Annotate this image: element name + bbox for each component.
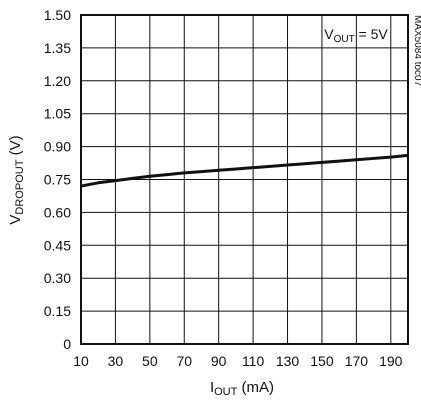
y-tick-label: 0.30 [44,270,71,286]
x-axis-title-sub: OUT [214,386,238,398]
x-tick-label: 10 [73,353,89,369]
x-tick-labels: 10 30 50 70 90 110 130 150 170 190 [73,353,402,369]
x-axis-title-unit: (mA) [237,379,274,396]
y-tick-label: 0.15 [44,303,71,319]
x-tick-label: 90 [211,353,227,369]
y-tick-label: 0.75 [44,172,71,188]
y-axis-title-sub: DROPOUT [14,159,26,214]
series-layer [80,153,409,188]
x-tick-label: 170 [345,353,369,369]
y-tick-label: 0 [63,336,71,352]
x-tick-label: 190 [379,353,403,369]
x-tick-label: 150 [310,353,334,369]
x-tick-label: 30 [108,353,124,369]
y-tick-label: 0.90 [44,139,71,155]
x-tick-label: 130 [276,353,300,369]
y-tick-label: 1.05 [44,106,71,122]
y-tick-label: 0.45 [44,237,71,253]
y-tick-label: 0.60 [44,204,71,220]
plot-frame [80,14,409,345]
y-tick-label: 1.50 [44,7,71,23]
y-tick-label: 1.20 [44,73,71,89]
y-axis-title-main: V [7,215,24,225]
x-tick-label: 50 [142,353,158,369]
y-axis-title: VDROPOUT (V) [7,135,26,224]
x-tick-label: 70 [176,353,192,369]
series-line [80,153,409,188]
y-tick-labels: 0 0.15 0.30 0.45 0.60 0.75 0.90 1.05 1.20 1.35 1.5… [44,7,71,352]
annotation-vout: VOUT = 5V [324,26,388,45]
x-tick-label: 110 [242,353,265,369]
y-tick-label: 1.35 [44,40,71,56]
x-axis-title-main: I [210,379,214,396]
x-axis-title: IOUT (mA) [210,379,274,398]
annotation-sub: OUT [334,34,355,45]
annotation-rest: = 5V [355,26,389,42]
y-axis-title-unit: (V) [7,135,24,159]
annotation-main: V [324,26,334,42]
side-label: MAX5084 toc07 [412,15,421,87]
